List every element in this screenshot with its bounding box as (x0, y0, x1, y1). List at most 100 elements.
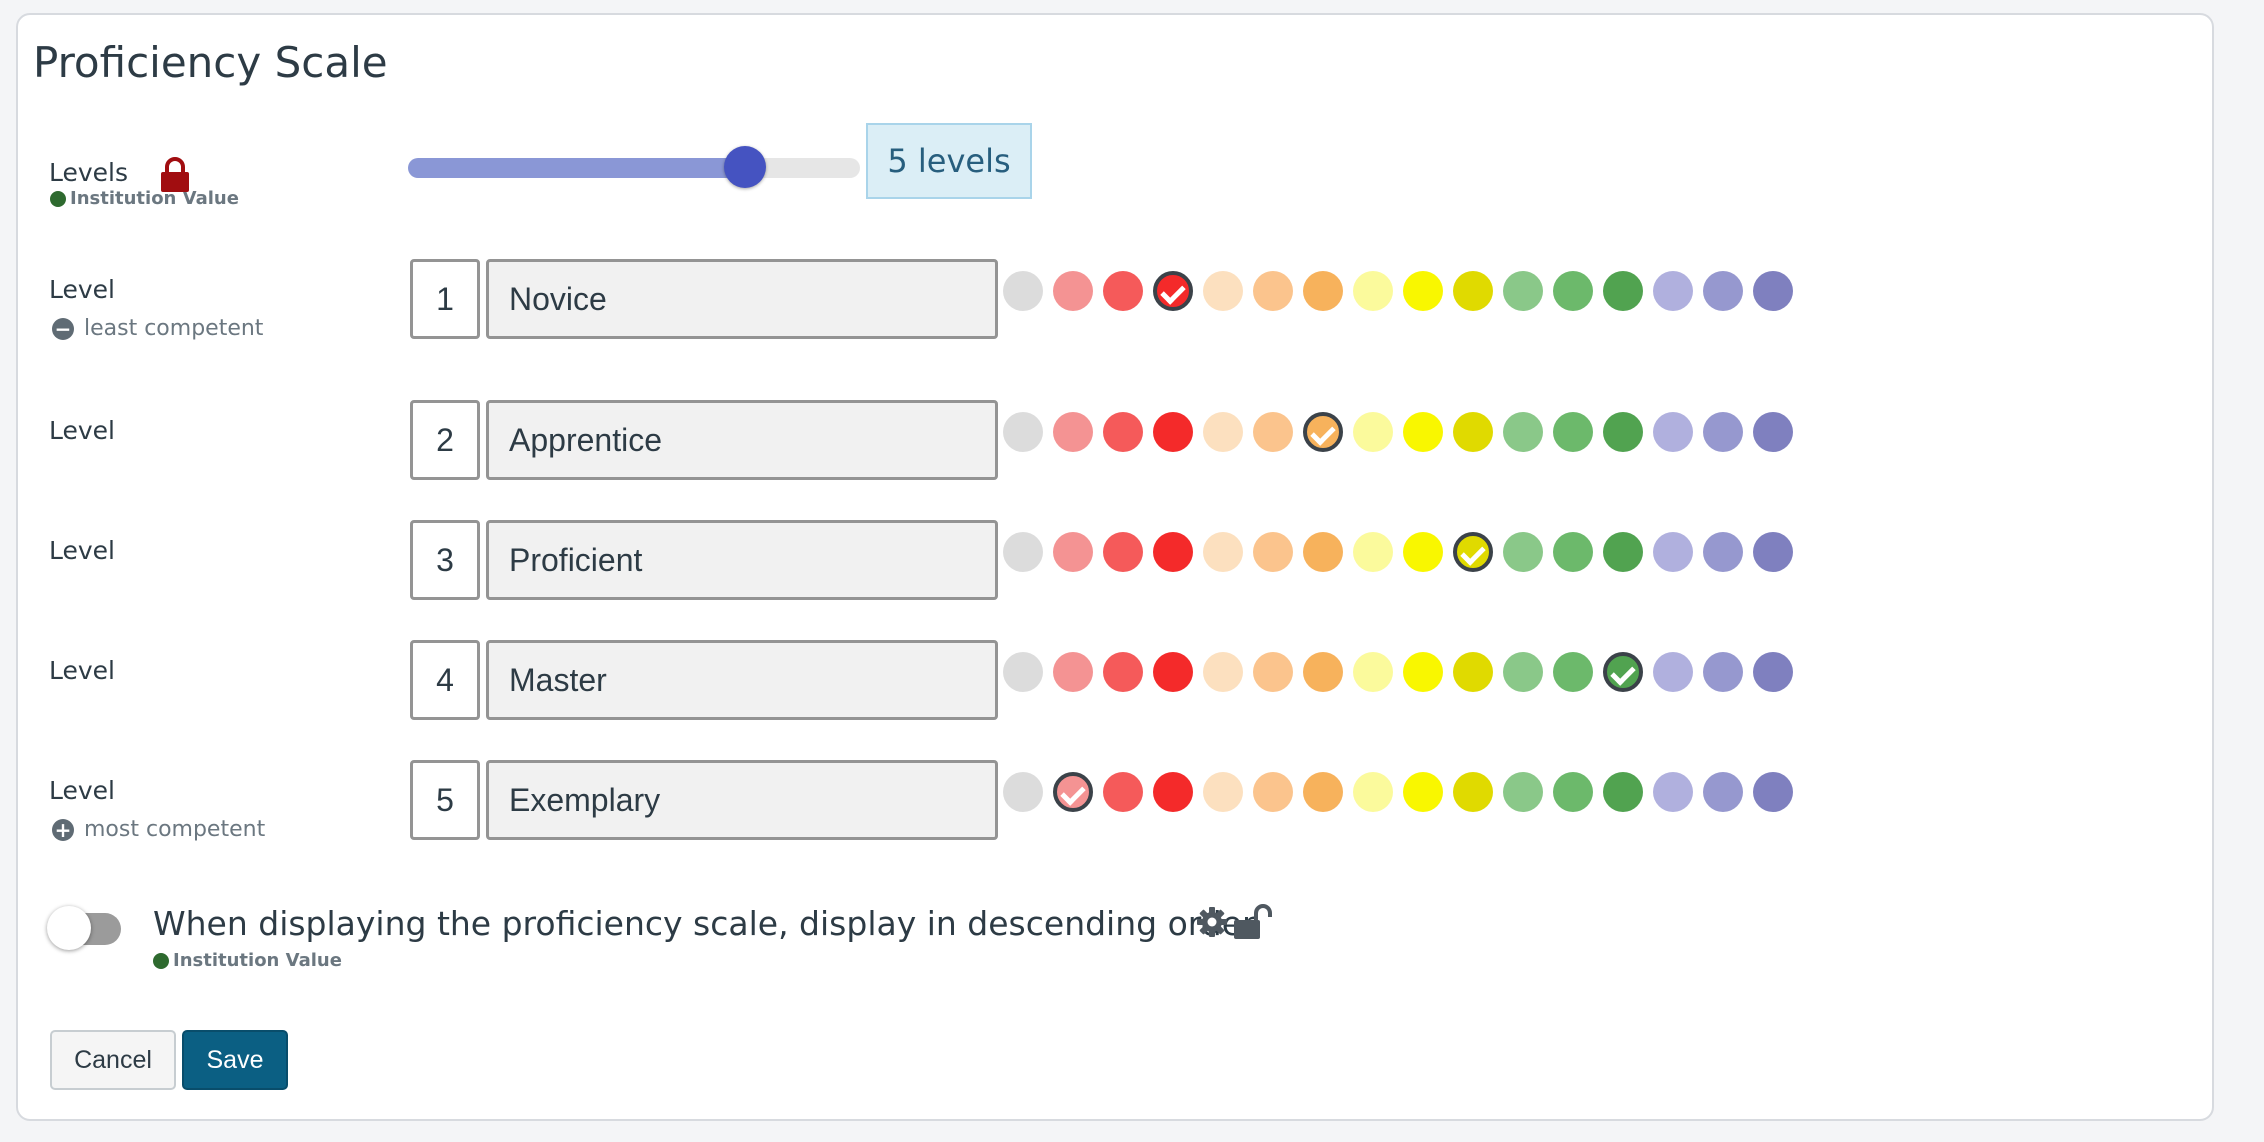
color-swatch[interactable] (1703, 652, 1743, 692)
color-swatch[interactable] (1553, 412, 1593, 452)
color-swatch[interactable] (1603, 271, 1643, 311)
level-number-input[interactable]: 3 (410, 520, 480, 600)
color-swatch[interactable] (1253, 532, 1293, 572)
color-swatch[interactable] (1053, 412, 1093, 452)
color-swatch[interactable] (1303, 532, 1343, 572)
color-swatch[interactable] (1703, 271, 1743, 311)
color-swatch-selected[interactable] (1453, 532, 1493, 572)
color-swatch[interactable] (1653, 271, 1693, 311)
toggle-knob[interactable] (47, 906, 91, 950)
color-swatch[interactable] (1703, 772, 1743, 812)
color-swatch[interactable] (1453, 652, 1493, 692)
level-name-input[interactable]: Exemplary (486, 760, 998, 840)
color-swatch[interactable] (1503, 532, 1543, 572)
color-swatch[interactable] (1253, 271, 1293, 311)
color-swatch[interactable] (1103, 652, 1143, 692)
color-swatch[interactable] (1203, 532, 1243, 572)
color-swatch[interactable] (1703, 412, 1743, 452)
color-swatch[interactable] (1603, 772, 1643, 812)
color-swatch-selected[interactable] (1053, 772, 1093, 812)
color-swatch[interactable] (1303, 652, 1343, 692)
color-swatch[interactable] (1553, 271, 1593, 311)
color-swatch[interactable] (1403, 412, 1443, 452)
color-swatch[interactable] (1203, 412, 1243, 452)
color-swatch[interactable] (1053, 532, 1093, 572)
level-name-input[interactable]: Novice (486, 259, 998, 339)
unlock-icon[interactable] (1232, 904, 1272, 940)
color-swatch[interactable] (1103, 532, 1143, 572)
color-swatch[interactable] (1653, 412, 1693, 452)
color-swatch[interactable] (1403, 271, 1443, 311)
color-swatch[interactable] (1453, 412, 1493, 452)
lock-icon[interactable] (159, 157, 191, 193)
color-swatch[interactable] (1503, 412, 1543, 452)
level-name-input[interactable]: Proficient (486, 520, 998, 600)
color-swatch-selected[interactable] (1603, 652, 1643, 692)
color-swatch-selected[interactable] (1303, 412, 1343, 452)
level-hint: + most competent (52, 817, 265, 842)
minus-circle-icon: − (52, 317, 74, 340)
levels-slider-track[interactable] (408, 158, 860, 178)
color-swatch[interactable] (1603, 412, 1643, 452)
color-swatch[interactable] (1003, 412, 1043, 452)
color-swatch[interactable] (1703, 532, 1743, 572)
color-swatch[interactable] (1753, 412, 1793, 452)
color-swatch[interactable] (1003, 271, 1043, 311)
color-swatch[interactable] (1753, 532, 1793, 572)
color-swatch[interactable] (1753, 772, 1793, 812)
color-swatch[interactable] (1003, 532, 1043, 572)
color-swatch[interactable] (1103, 772, 1143, 812)
color-swatch[interactable] (1253, 652, 1293, 692)
color-swatch[interactable] (1103, 271, 1143, 311)
cancel-button[interactable]: Cancel (50, 1030, 176, 1090)
level-number-input[interactable]: 5 (410, 760, 480, 840)
color-swatch[interactable] (1353, 772, 1393, 812)
color-swatch[interactable] (1053, 271, 1093, 311)
color-swatch[interactable] (1353, 412, 1393, 452)
color-swatch[interactable] (1353, 271, 1393, 311)
color-swatch[interactable] (1553, 532, 1593, 572)
color-swatch[interactable] (1153, 772, 1193, 812)
level-number-input[interactable]: 4 (410, 640, 480, 720)
level-name-input[interactable]: Master (486, 640, 998, 720)
color-swatch[interactable] (1653, 772, 1693, 812)
color-swatch[interactable] (1403, 772, 1443, 812)
color-swatch[interactable] (1303, 271, 1343, 311)
color-swatch[interactable] (1553, 772, 1593, 812)
level-name-input[interactable]: Apprentice (486, 400, 998, 480)
color-swatch[interactable] (1603, 532, 1643, 572)
color-swatch-selected[interactable] (1153, 271, 1193, 311)
color-swatch[interactable] (1053, 652, 1093, 692)
level-number-input[interactable]: 1 (410, 259, 480, 339)
color-swatch[interactable] (1153, 532, 1193, 572)
color-swatch[interactable] (1353, 532, 1393, 572)
color-swatch[interactable] (1403, 652, 1443, 692)
color-swatch[interactable] (1753, 652, 1793, 692)
color-swatch[interactable] (1253, 412, 1293, 452)
color-swatch[interactable] (1153, 412, 1193, 452)
color-swatch[interactable] (1153, 652, 1193, 692)
color-swatch[interactable] (1203, 271, 1243, 311)
color-swatch[interactable] (1753, 271, 1793, 311)
levels-slider-thumb[interactable] (724, 146, 766, 188)
color-swatch[interactable] (1253, 772, 1293, 812)
color-swatch[interactable] (1003, 652, 1043, 692)
level-number-input[interactable]: 2 (410, 400, 480, 480)
gear-icon[interactable] (1196, 906, 1228, 938)
color-swatch[interactable] (1203, 772, 1243, 812)
color-swatch[interactable] (1453, 772, 1493, 812)
color-swatch[interactable] (1553, 652, 1593, 692)
save-button[interactable]: Save (182, 1030, 288, 1090)
color-swatch[interactable] (1503, 772, 1543, 812)
color-swatch[interactable] (1353, 652, 1393, 692)
color-swatch[interactable] (1103, 412, 1143, 452)
color-swatch[interactable] (1003, 772, 1043, 812)
color-swatch[interactable] (1403, 532, 1443, 572)
color-swatch[interactable] (1203, 652, 1243, 692)
color-swatch[interactable] (1303, 772, 1343, 812)
color-swatch[interactable] (1653, 652, 1693, 692)
color-swatch[interactable] (1653, 532, 1693, 572)
color-swatch[interactable] (1503, 271, 1543, 311)
color-swatch[interactable] (1503, 652, 1543, 692)
color-swatch[interactable] (1453, 271, 1493, 311)
